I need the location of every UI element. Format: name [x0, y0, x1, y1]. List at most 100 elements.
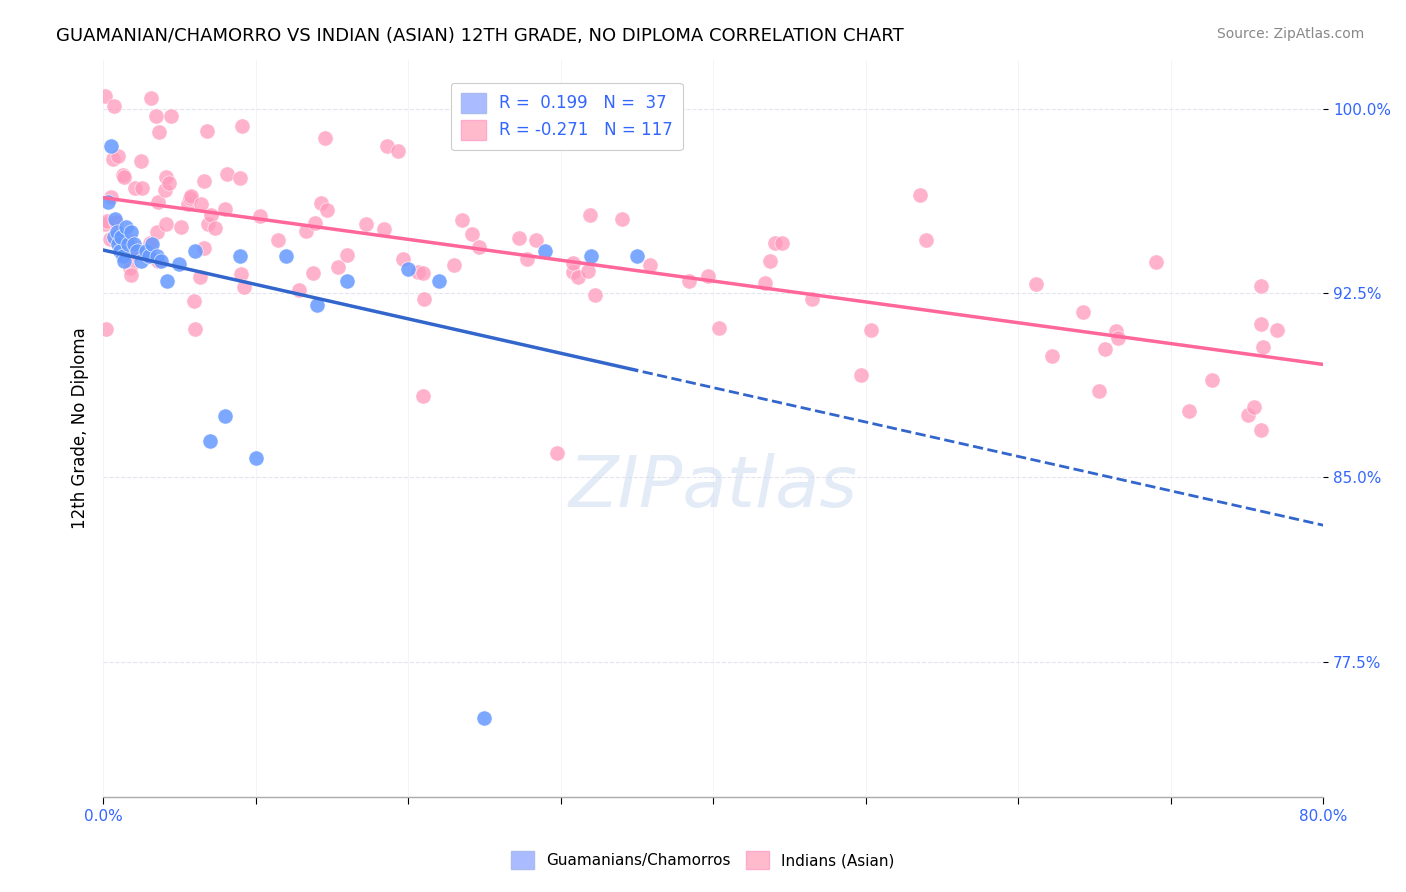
Indians (Asian) [1250, 423, 1272, 437]
Indians (Asian) [204, 221, 226, 235]
Indians (Asian) [215, 167, 238, 181]
Indians (Asian) [1144, 254, 1167, 268]
Guamanians/Chamorros [579, 249, 602, 263]
Indians (Asian) [451, 212, 474, 227]
Indians (Asian) [146, 225, 169, 239]
Guamanians/Chamorros [117, 236, 139, 251]
Indians (Asian) [387, 144, 409, 158]
Indians (Asian) [770, 236, 793, 251]
Text: 0.0%: 0.0% [84, 809, 122, 824]
Indians (Asian) [567, 270, 589, 285]
Guamanians/Chamorros [114, 254, 136, 268]
Indians (Asian) [190, 197, 212, 211]
Indians (Asian) [576, 264, 599, 278]
Indians (Asian) [412, 389, 434, 403]
Guamanians/Chamorros [135, 244, 157, 259]
Indians (Asian) [461, 227, 484, 241]
Indians (Asian) [546, 445, 568, 459]
Indians (Asian) [145, 109, 167, 123]
Indians (Asian) [1105, 324, 1128, 338]
Indians (Asian) [763, 235, 786, 250]
Indians (Asian) [859, 323, 882, 337]
Guamanians/Chamorros [125, 244, 148, 259]
Indians (Asian) [184, 322, 207, 336]
Indians (Asian) [908, 188, 931, 202]
Indians (Asian) [375, 138, 398, 153]
Guamanians/Chamorros [245, 450, 267, 465]
Text: Source: ZipAtlas.com: Source: ZipAtlas.com [1216, 27, 1364, 41]
Indians (Asian) [1243, 401, 1265, 415]
Indians (Asian) [103, 99, 125, 113]
Indians (Asian) [231, 119, 253, 133]
Indians (Asian) [193, 174, 215, 188]
Guamanians/Chamorros [276, 249, 298, 263]
Indians (Asian) [124, 180, 146, 194]
Guamanians/Chamorros [145, 249, 167, 263]
Indians (Asian) [373, 222, 395, 236]
Indians (Asian) [148, 125, 170, 139]
Indians (Asian) [1088, 384, 1111, 399]
Indians (Asian) [336, 248, 359, 262]
Indians (Asian) [707, 321, 730, 335]
Indians (Asian) [287, 283, 309, 297]
Indians (Asian) [849, 368, 872, 382]
Indians (Asian) [315, 202, 337, 217]
Indians (Asian) [1107, 331, 1129, 345]
Indians (Asian) [754, 276, 776, 290]
Guamanians/Chamorros [104, 212, 127, 227]
Guamanians/Chamorros [150, 254, 173, 268]
Indians (Asian) [93, 218, 115, 232]
Guamanians/Chamorros [534, 244, 557, 259]
Indians (Asian) [1237, 408, 1260, 422]
Guamanians/Chamorros [305, 298, 328, 312]
Indians (Asian) [1025, 277, 1047, 292]
Indians (Asian) [915, 233, 938, 247]
Guamanians/Chamorros [183, 244, 205, 259]
Indians (Asian) [229, 268, 252, 282]
Indians (Asian) [193, 241, 215, 255]
Indians (Asian) [120, 268, 142, 282]
Guamanians/Chamorros [336, 274, 359, 288]
Indians (Asian) [562, 256, 585, 270]
Y-axis label: 12th Grade, No Diploma: 12th Grade, No Diploma [72, 327, 89, 529]
Indians (Asian) [180, 189, 202, 203]
Indians (Asian) [139, 91, 162, 105]
Legend: Guamanians/Chamorros, Indians (Asian): Guamanians/Chamorros, Indians (Asian) [505, 845, 901, 875]
Indians (Asian) [120, 261, 142, 276]
Guamanians/Chamorros [110, 229, 132, 244]
Guamanians/Chamorros [141, 236, 163, 251]
Indians (Asian) [229, 171, 252, 186]
Text: GUAMANIAN/CHAMORRO VS INDIAN (ASIAN) 12TH GRADE, NO DIPLOMA CORRELATION CHART: GUAMANIAN/CHAMORRO VS INDIAN (ASIAN) 12T… [56, 27, 904, 45]
Indians (Asian) [678, 274, 700, 288]
Indians (Asian) [96, 214, 118, 228]
Indians (Asian) [1251, 340, 1274, 354]
Indians (Asian) [107, 148, 129, 162]
Indians (Asian) [214, 202, 236, 216]
Indians (Asian) [232, 279, 254, 293]
Indians (Asian) [412, 266, 434, 280]
Indians (Asian) [516, 252, 538, 266]
Indians (Asian) [200, 208, 222, 222]
Indians (Asian) [1250, 278, 1272, 293]
Indians (Asian) [159, 110, 181, 124]
Guamanians/Chamorros [396, 261, 419, 276]
Guamanians/Chamorros [474, 711, 496, 725]
Indians (Asian) [249, 210, 271, 224]
Indians (Asian) [105, 215, 128, 229]
Text: ZIPatlas: ZIPatlas [568, 453, 858, 522]
Indians (Asian) [1071, 305, 1094, 319]
Guamanians/Chamorros [214, 409, 236, 423]
Indians (Asian) [328, 260, 350, 275]
Indians (Asian) [599, 118, 621, 132]
Indians (Asian) [177, 197, 200, 211]
Indians (Asian) [179, 191, 201, 205]
Indians (Asian) [612, 212, 634, 227]
Indians (Asian) [153, 183, 176, 197]
Indians (Asian) [131, 154, 153, 169]
Text: 80.0%: 80.0% [1299, 809, 1347, 824]
Indians (Asian) [146, 253, 169, 268]
Indians (Asian) [121, 246, 143, 260]
Indians (Asian) [508, 230, 530, 244]
Guamanians/Chamorros [107, 236, 129, 251]
Indians (Asian) [562, 265, 585, 279]
